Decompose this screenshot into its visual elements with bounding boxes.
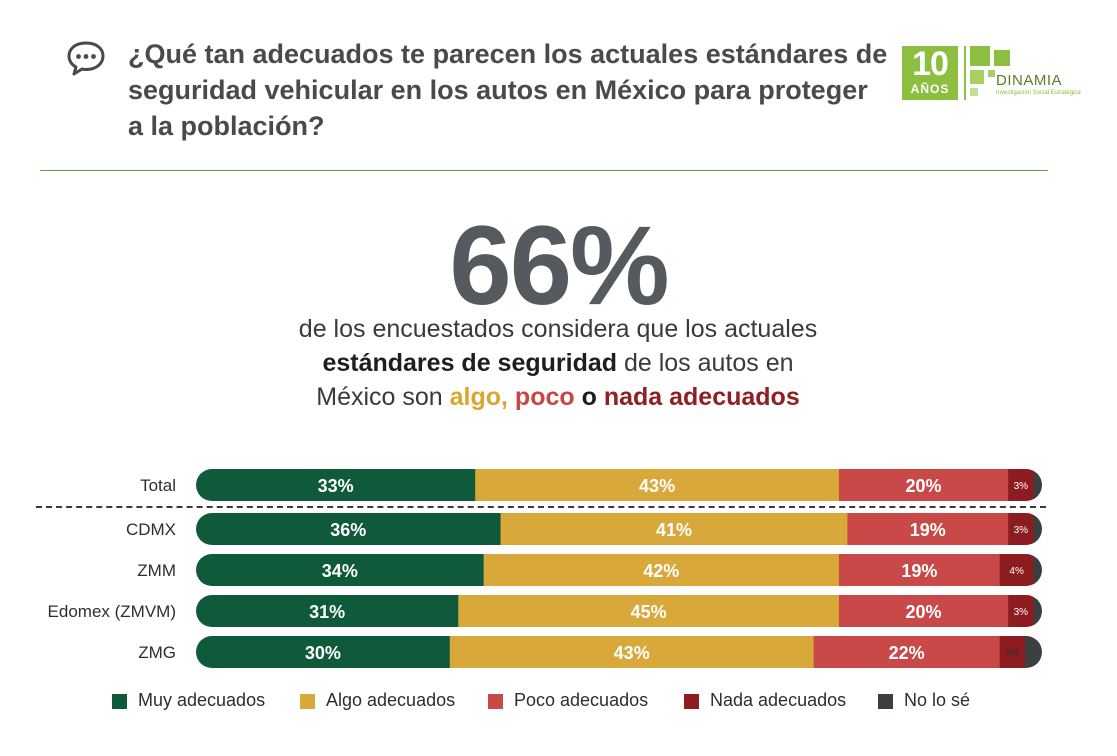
chat-bubble-icon	[67, 41, 105, 76]
bar-row	[196, 513, 1042, 545]
data-label: 3%	[1014, 481, 1029, 492]
legend-label: Algo adecuados	[326, 690, 456, 710]
data-label: 33%	[318, 476, 354, 496]
highlight-line3: México son	[316, 383, 450, 411]
data-label: 3%	[1005, 648, 1020, 659]
logo-separator	[964, 46, 966, 100]
data-label: 31%	[309, 602, 345, 622]
data-label: 3%	[1014, 607, 1029, 618]
highlight-o: o	[574, 383, 597, 411]
bar-row	[196, 636, 1042, 668]
bar-segment	[475, 469, 840, 501]
data-label: 45%	[631, 602, 667, 622]
data-label: 4%	[1009, 566, 1024, 577]
bar-segment	[1008, 469, 1035, 501]
data-label: 19%	[901, 561, 937, 581]
category-label: Total	[140, 476, 176, 495]
bar-segment	[838, 554, 1001, 586]
highlight-line2: de los autos en	[617, 349, 794, 377]
bar-segment	[999, 636, 1026, 668]
page-title: ¿Qué tan adecuados te parecen los actual…	[128, 39, 888, 141]
logo-squares-icon	[970, 46, 1010, 96]
bar-segment	[813, 636, 1001, 668]
category-label: Edomex (ZMVM)	[48, 602, 176, 621]
category-label: CDMX	[126, 520, 176, 539]
bar-segment	[196, 469, 476, 501]
data-label: 42%	[643, 561, 679, 581]
data-label: 34%	[322, 561, 358, 581]
highlight-line1: de los encuestados considera que los act…	[298, 315, 818, 343]
bar-row	[196, 554, 1042, 586]
data-label: 19%	[910, 520, 946, 540]
bar-segment	[1008, 513, 1035, 545]
highlight-poco: poco	[507, 383, 575, 411]
bar-segment	[1025, 636, 1042, 668]
bar-segment	[196, 554, 485, 586]
bar-segment	[449, 636, 815, 668]
legend-swatch	[300, 694, 315, 709]
bar-segment	[838, 595, 1009, 627]
highlight-algo: algo,	[449, 383, 508, 411]
bar-segment	[1033, 595, 1042, 627]
bar-segment	[458, 595, 840, 627]
data-label: 36%	[330, 520, 366, 540]
category-label: ZMM	[137, 561, 176, 580]
data-label: 43%	[639, 476, 675, 496]
bar-segment	[1033, 513, 1042, 545]
bar-segment	[196, 595, 459, 627]
dinamia-logo: 10 AÑOS DINAMIA Investigación Social Est…	[900, 44, 1081, 104]
highlight-value: 66%	[449, 203, 669, 328]
bar-segment	[847, 513, 1009, 545]
data-label: 30%	[305, 643, 341, 663]
bar-row	[196, 469, 1042, 501]
legend-label: Muy adecuados	[138, 690, 266, 710]
data-label: 22%	[889, 643, 925, 663]
bar-segment	[1033, 469, 1042, 501]
legend-label: Nada adecuados	[710, 690, 847, 710]
legend-swatch	[112, 694, 127, 709]
legend-label: No lo sé	[904, 690, 971, 710]
highlight-text: de los encuestados considera que los act…	[258, 312, 858, 414]
total-divider	[36, 506, 1046, 508]
bar-segment	[1008, 595, 1035, 627]
data-label: 41%	[656, 520, 692, 540]
bar-segment	[500, 513, 848, 545]
logo-number: 10	[912, 45, 949, 83]
bar-segment	[196, 636, 451, 668]
highlight-nada: nada adecuados	[596, 383, 800, 411]
chart-legend: Muy adecuados Algo adecuados Poco adecuado…	[112, 689, 1012, 715]
bar-segment	[483, 554, 840, 586]
category-label: ZMG	[138, 643, 176, 662]
legend-label: Poco adecuados	[514, 690, 649, 710]
highlight-bold: estándares de seguridad	[322, 349, 618, 377]
logo-tagline: Investigación Social Estratégica	[996, 90, 1081, 96]
legend-swatch	[488, 694, 503, 709]
header-divider	[40, 170, 1048, 171]
logo-ten-badge: 10 AÑOS	[902, 46, 958, 100]
data-label: 20%	[906, 602, 942, 622]
logo-years: AÑOS	[910, 82, 950, 96]
bar-segment	[1033, 554, 1042, 586]
data-label: 43%	[614, 643, 650, 663]
legend-swatch	[878, 694, 893, 709]
bar-segment	[999, 554, 1035, 586]
bar-segment	[196, 513, 502, 545]
data-label: 3%	[1014, 525, 1029, 536]
bar-segment	[838, 469, 1009, 501]
bar-row	[196, 595, 1042, 627]
data-label: 20%	[906, 476, 942, 496]
logo-name: DINAMIA	[996, 72, 1063, 89]
legend-swatch	[684, 694, 699, 709]
